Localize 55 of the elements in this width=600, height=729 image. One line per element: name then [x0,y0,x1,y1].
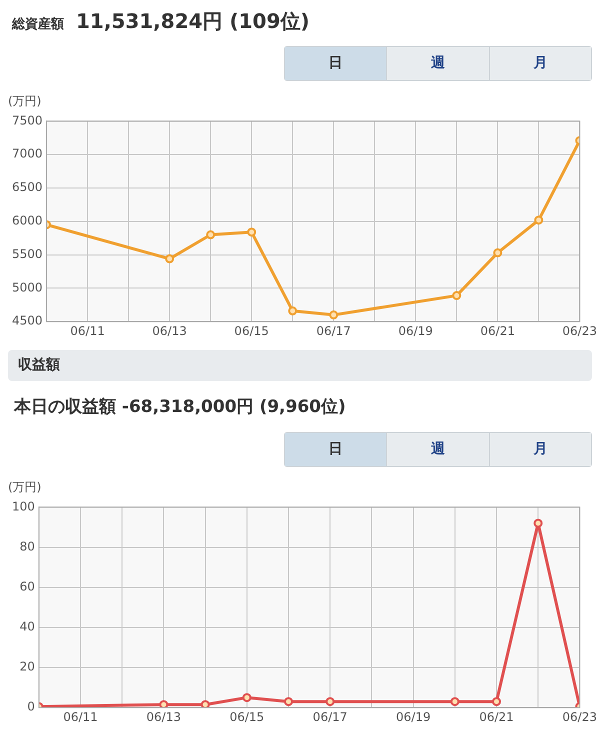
y-axis-title: (万円) [8,93,42,110]
point [492,697,502,706]
y-tick-label: 100 [12,499,35,514]
point [288,306,298,316]
x-tick-label: 06/15 [234,324,269,338]
point [493,248,502,258]
x-tick-label: 06/11 [63,710,98,724]
y-tick-label: 5500 [12,246,43,261]
point [534,216,544,225]
text: 月 [488,433,591,466]
y-tick-label: 60 [20,579,35,594]
y-tick-label: 6500 [12,180,43,194]
point [247,228,256,237]
y-tick-label: 7500 [12,113,43,128]
text: 週 [386,433,489,466]
point [159,700,168,708]
y-tick-label: 80 [20,539,35,554]
chart-subtitle: 本日の収益額 -68,318,000円 (9,960位) [12,396,347,419]
x-tick-label: 06/13 [152,324,187,338]
text: 月 [488,47,591,80]
point [165,254,174,264]
chart-subtitle: 11,531,824円 (109位) [76,8,310,35]
y-axis-title: (万円) [8,479,42,496]
point [206,230,216,240]
point [329,310,338,320]
x-tick-label: 06/17 [312,710,348,724]
y-tick-label: 20 [20,660,35,674]
x-tick-label: 06/15 [230,710,264,724]
y-tick-label: 0 [27,700,35,714]
text: 日 [285,433,386,466]
x-tick-label: 06/13 [146,710,181,724]
y-tick-label: 4500 [12,314,43,328]
point [534,518,543,528]
text: 日 [285,47,386,80]
x-tick-label: 06/11 [70,324,105,338]
x-tick-label: 06/21 [479,710,514,724]
point [284,697,294,706]
x-tick-label: 06/19 [398,324,433,338]
chart-title: 収益額 [8,350,592,381]
y-tick-label: 6000 [12,214,43,228]
x-tick-label: 06/23 [562,324,598,338]
point [452,291,462,300]
x-tick-label: 06/17 [316,324,351,338]
chart-title: 総資産額 [12,16,64,33]
x-tick-label: 06/19 [396,710,431,724]
y-tick-label: 7000 [12,146,43,161]
point [326,697,335,706]
y-tick-label: 40 [20,620,35,634]
point [450,697,460,706]
text: 週 [386,47,489,80]
x-tick-label: 06/23 [562,710,598,724]
point [242,693,252,702]
point [200,700,210,708]
x-tick-label: 06/21 [480,324,515,338]
y-tick-label: 5000 [12,280,43,294]
